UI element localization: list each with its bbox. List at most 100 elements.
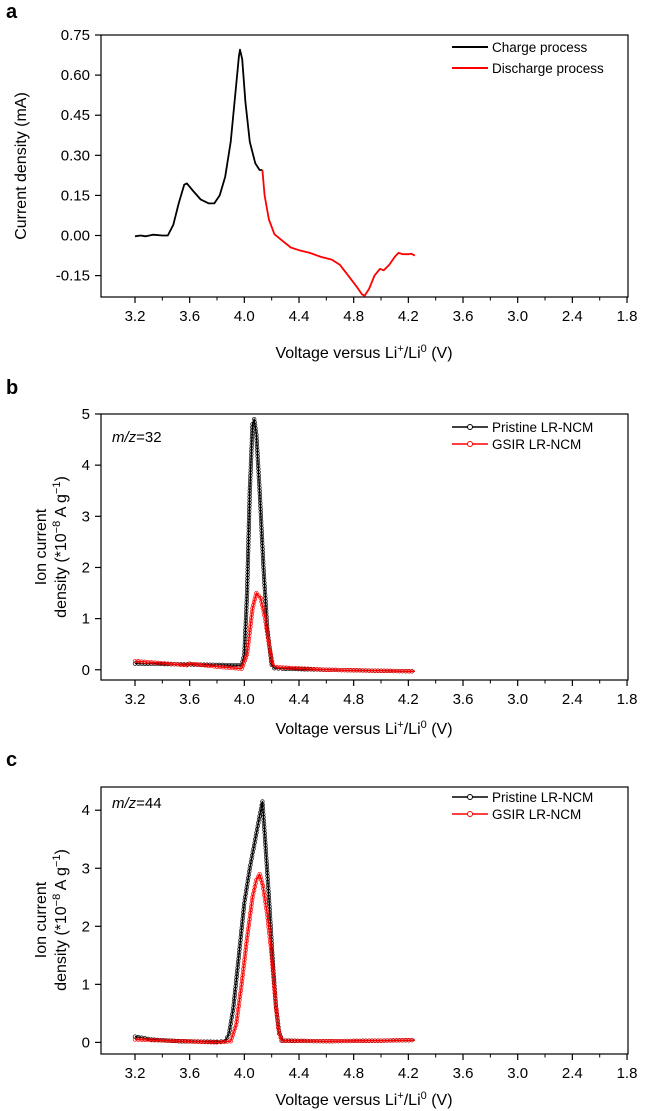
data-point	[247, 485, 253, 490]
data-point	[261, 562, 266, 567]
data-point	[243, 951, 248, 956]
data-point	[258, 510, 263, 515]
data-point	[238, 940, 243, 946]
data-point	[258, 503, 263, 509]
data-point	[260, 799, 265, 804]
y-tick-label: 0.75	[61, 27, 90, 44]
panel-c-mz-annotation: m/z=44	[112, 795, 162, 812]
legend-pristine-marker-c	[467, 794, 473, 800]
data-point	[278, 665, 283, 670]
x-tick-label: 2.4	[562, 1065, 583, 1082]
y-tick-label: 2	[82, 918, 90, 935]
data-point	[247, 494, 252, 499]
data-point	[264, 867, 270, 872]
data-point	[247, 869, 252, 874]
data-point	[336, 1038, 341, 1044]
x-tick-label: 4.0	[234, 1065, 255, 1082]
panel-c-y-axis-label-line2: density (*10−8 A g−1)	[51, 849, 70, 991]
legend-gsir-marker	[467, 441, 473, 447]
data-point	[184, 1039, 189, 1044]
data-point	[229, 662, 235, 668]
data-point	[388, 1038, 393, 1043]
data-point	[254, 441, 260, 446]
data-point	[233, 662, 238, 668]
data-point	[239, 666, 244, 671]
data-point	[247, 913, 253, 919]
data-point	[255, 460, 261, 465]
data-point	[247, 506, 252, 511]
data-point	[246, 923, 251, 928]
data-point	[256, 466, 261, 471]
data-point	[378, 668, 384, 673]
data-point	[242, 960, 247, 965]
data-point	[168, 1038, 174, 1043]
series-line-gsir-lr-ncm	[134, 592, 415, 672]
series-line-charge-process	[134, 48, 263, 238]
data-point	[327, 667, 332, 672]
data-point	[256, 476, 262, 481]
data-point	[244, 593, 250, 599]
data-point	[406, 1038, 411, 1043]
data-point	[233, 666, 238, 671]
data-point	[235, 965, 240, 970]
data-point	[217, 664, 223, 670]
data-point	[247, 633, 252, 639]
data-point	[233, 986, 238, 992]
data-point	[208, 1040, 214, 1045]
data-point	[243, 633, 248, 639]
data-point	[250, 431, 255, 436]
data-point	[257, 497, 263, 503]
data-point	[354, 1038, 359, 1044]
data-point	[342, 667, 347, 673]
data-point	[171, 1038, 177, 1044]
data-point	[226, 662, 232, 668]
data-point	[378, 1038, 384, 1043]
data-point	[261, 811, 266, 817]
data-point	[321, 667, 326, 672]
data-point	[275, 1016, 280, 1021]
data-point	[372, 1038, 378, 1043]
data-point	[268, 946, 274, 952]
panel-b-plot-frame	[100, 413, 629, 681]
data-point	[256, 469, 261, 475]
data-point	[388, 668, 393, 674]
data-point	[263, 840, 268, 845]
data-point	[242, 957, 247, 962]
data-point	[262, 833, 268, 839]
data-point	[385, 1038, 390, 1043]
data-point	[248, 461, 254, 466]
data-point	[249, 612, 254, 617]
data-point	[208, 663, 214, 669]
data-point	[403, 669, 408, 674]
data-point	[245, 646, 250, 651]
data-point	[292, 1038, 297, 1043]
data-point	[375, 668, 381, 673]
data-point	[320, 1039, 326, 1044]
data-point	[282, 1038, 287, 1043]
data-point	[248, 464, 253, 469]
data-point	[261, 559, 266, 564]
y-tick-label: 1	[82, 976, 90, 993]
data-point	[248, 621, 253, 626]
data-point	[259, 877, 264, 883]
x-tick-label: 3.6	[179, 308, 200, 325]
data-point	[245, 557, 251, 563]
panel-c-x-axis-label: Voltage versus Li+/Li0 (V)	[275, 1090, 452, 1109]
data-point	[288, 1038, 294, 1043]
data-point	[243, 948, 248, 953]
data-point	[248, 476, 253, 481]
data-point	[400, 668, 405, 674]
data-point	[242, 649, 247, 654]
data-point	[308, 1038, 313, 1044]
data-point	[285, 1038, 291, 1043]
data-point	[245, 554, 251, 560]
x-tick-label: 3.2	[125, 308, 146, 325]
data-point	[139, 1037, 144, 1042]
data-point	[240, 916, 245, 921]
data-point	[311, 1038, 316, 1044]
data-point	[330, 1039, 335, 1044]
x-tick-label: 4.4	[289, 308, 310, 325]
panel-b-x-axis-label: Voltage versus Li+/Li0 (V)	[275, 719, 452, 738]
legend-charge-label: Charge process	[492, 40, 588, 55]
data-point	[265, 918, 271, 924]
